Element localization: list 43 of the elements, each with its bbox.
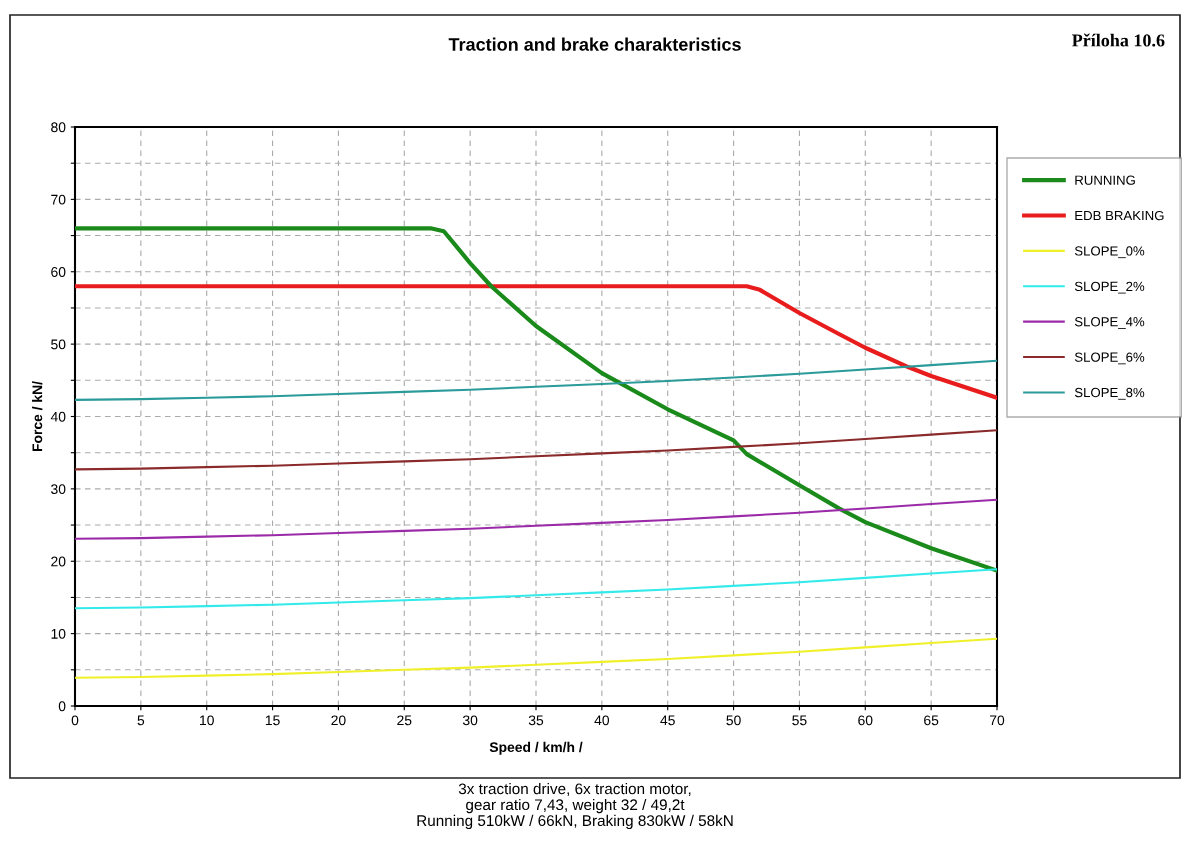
x-tick-label: 10 [200,715,214,726]
legend-label: RUNNING [1075,175,1135,185]
line-series [75,637,997,679]
line-series [75,498,997,540]
line-series [75,429,997,471]
x-tick-label: 70 [989,715,1005,726]
text: Příloha 10.6 [1072,33,1165,47]
y-tick-label: 70 [51,194,66,205]
x-tick-label: 0 [71,715,79,726]
y-axis-title: Force / kN/ [32,381,43,452]
x-tick-label: 65 [924,715,939,726]
x-tick-label: 60 [858,715,873,726]
legend-label: SLOPE_4% [1074,317,1145,329]
legend-label: SLOPE_8% [1074,387,1145,400]
x-tick-label: 5 [137,715,145,726]
y-tick-label: 30 [51,484,66,495]
line-series [75,284,997,400]
x-tick-label: 25 [397,715,412,726]
y-tick-label: 20 [51,556,66,567]
y-tick-label: 10 [51,628,66,639]
x-tick-label: 55 [792,715,807,726]
x-tick-label: 30 [462,715,478,726]
text: 3x traction drive, 6x traction motor, gear ratio 7,43, weight 32 / 49,2t Running 510kW / 66kN, Braking 830kW / 58kN [417,783,733,830]
x-axis-title: Speed / km/h / [489,741,583,755]
x-tick-label: 40 [594,715,610,726]
x-tick-label: 35 [528,715,544,726]
x-tick-label: 20 [331,715,346,726]
line-series [75,568,997,610]
chart-title: Traction and brake charakteristics [448,37,741,51]
x-tick-label: 45 [660,715,675,726]
x-tick-label: 15 [265,715,280,726]
legend-label: SLOPE_6% [1074,352,1145,365]
legend-label: EDB BRAKING [1075,210,1164,221]
x-tick-label: 50 [726,715,741,726]
legend-label: SLOPE_0% [1074,246,1145,259]
y-tick-label: 60 [51,267,66,277]
line-series [75,226,997,573]
y-tick-label: 40 [50,411,66,422]
line-series [75,359,997,401]
y-tick-label: 80 [51,122,66,133]
y-tick-label: 0 [58,701,66,712]
y-tick-label: 50 [51,339,66,350]
legend-label: SLOPE_2% [1074,281,1145,294]
